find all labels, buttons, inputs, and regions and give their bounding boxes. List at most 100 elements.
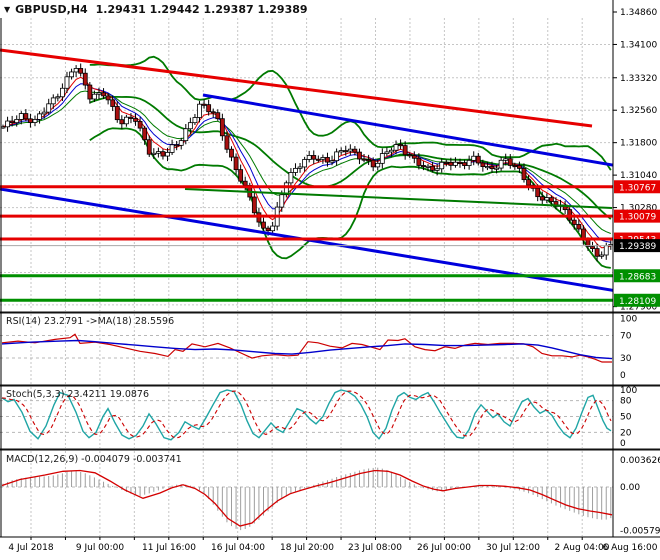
candle-bull	[178, 140, 184, 146]
candle-bear	[398, 144, 403, 147]
candle-bear	[343, 150, 349, 153]
candle-bull	[96, 92, 102, 95]
macd-panel	[0, 451, 613, 536]
price-level-badge[interactable]: 1.28683	[614, 269, 660, 283]
candle-bear	[137, 121, 143, 129]
candle-bear	[366, 159, 372, 162]
price-badge-label: 1.29389	[619, 242, 656, 252]
candle-bull	[197, 103, 202, 118]
candle-bear	[576, 224, 582, 230]
time-axis-label: 26 Jul 00:00	[417, 543, 471, 553]
macd-signal-line	[1, 469, 613, 527]
symbol-dropdown-icon[interactable]: ▼	[4, 4, 11, 14]
candle-bull	[389, 149, 394, 153]
rsi-panel	[0, 314, 613, 384]
candle-bull	[434, 168, 440, 171]
candle-bull	[544, 197, 550, 201]
candle-bull	[169, 144, 175, 153]
candle-bear	[370, 159, 376, 168]
candle-bear	[28, 118, 33, 123]
time-axis-label: 30 Jul 12:00	[486, 543, 540, 553]
stoch-scale-label: 50	[620, 413, 632, 423]
candle-bear	[265, 227, 271, 232]
stoch-d-line	[1, 390, 612, 439]
rsi-indicator-label: RSI(14) 23.2791 ->MA(18) 28.5596	[6, 316, 175, 327]
price-level-badge[interactable]: 1.30079	[614, 209, 660, 223]
candle-bull	[183, 128, 189, 142]
candle-bear	[201, 103, 207, 106]
candle-bear	[517, 165, 522, 169]
macd-scale-label: -0.005797	[620, 526, 660, 536]
candle-bull	[393, 144, 399, 151]
candle-bear	[23, 113, 29, 120]
candle-bear	[512, 165, 518, 168]
candle-bear	[82, 72, 88, 86]
candle-bull	[329, 160, 335, 163]
candle-bull	[347, 148, 353, 152]
candle-bear	[87, 84, 93, 100]
candle-bull	[41, 111, 47, 115]
candle-bull	[151, 152, 157, 155]
candle-bear	[242, 180, 248, 186]
candle-bull	[288, 172, 294, 184]
candle-bear	[251, 196, 257, 214]
candle-bear	[101, 92, 106, 97]
candle-bull	[37, 113, 42, 120]
candle-bear	[238, 169, 244, 182]
price-tick-label: 1.32560	[620, 106, 657, 116]
candle-bull	[0, 126, 6, 129]
macd-indicator-label: MACD(12,26,9) -0.004079 -0.003741	[6, 454, 182, 465]
candle-bear	[361, 158, 367, 161]
candle-bull	[270, 225, 276, 232]
candle-bull	[5, 120, 10, 128]
candle-bear	[475, 155, 481, 164]
price-level-badge[interactable]: 1.28109	[614, 293, 660, 307]
price-tick-label: 1.31040	[620, 171, 657, 181]
candle-bull	[503, 158, 509, 161]
candle-bear	[229, 148, 234, 158]
candle-bear	[174, 144, 180, 147]
candle-bear	[325, 157, 330, 163]
candle-bull	[334, 151, 340, 162]
price-badge-label: 1.28109	[619, 297, 656, 307]
candle-bull	[60, 87, 65, 98]
price-level-badge[interactable]: 1.30767	[614, 180, 660, 194]
price-tick-label: 1.34860	[620, 8, 657, 18]
price-level-badge[interactable]: 1.29389	[614, 239, 660, 253]
candle-bull	[64, 76, 70, 89]
candle-bear	[105, 95, 111, 101]
candle-bear	[352, 148, 358, 153]
macd-scale-label: 0.003626	[620, 456, 660, 466]
main-panel	[0, 18, 659, 311]
price-tick-label: 1.31800	[620, 139, 657, 149]
ohlc-values: 1.29431 1.29442 1.29387 1.29389	[95, 2, 308, 16]
blue-lower-channel-line[interactable]	[0, 187, 659, 298]
candle-bull	[123, 116, 129, 125]
candle-bear	[402, 145, 408, 156]
candle-bear	[9, 120, 15, 124]
candle-bear	[128, 116, 134, 119]
time-axis-label: 6 Aug 16:00	[603, 543, 658, 553]
price-tick-label: 1.30280	[620, 204, 657, 214]
candle-bull	[306, 155, 312, 160]
green-resistance-line[interactable]	[184, 188, 613, 209]
candle-bear	[480, 162, 486, 168]
candle-bull	[320, 157, 326, 160]
candle-bear	[210, 111, 216, 114]
candle-bear	[411, 155, 417, 159]
time-axis-label: 11 Jul 16:00	[142, 543, 196, 553]
blue-upper-channel-line[interactable]	[202, 93, 659, 173]
red-descending-trendline[interactable]	[0, 48, 593, 128]
symbol-period-label: GBPUSD,H4	[15, 2, 88, 16]
candle-bull	[439, 161, 445, 170]
candle-bear	[443, 161, 449, 164]
candle-bear	[507, 158, 513, 166]
candle-bull	[283, 182, 289, 196]
candle-bull	[14, 119, 20, 124]
candle-bull	[155, 151, 161, 154]
candle-bear	[539, 196, 545, 201]
candle-bull	[453, 161, 458, 166]
